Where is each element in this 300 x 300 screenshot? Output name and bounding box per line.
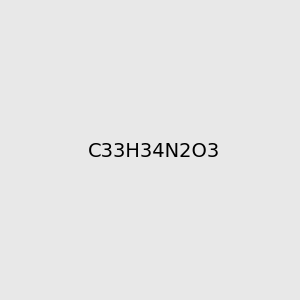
Text: C33H34N2O3: C33H34N2O3 [88,142,220,161]
